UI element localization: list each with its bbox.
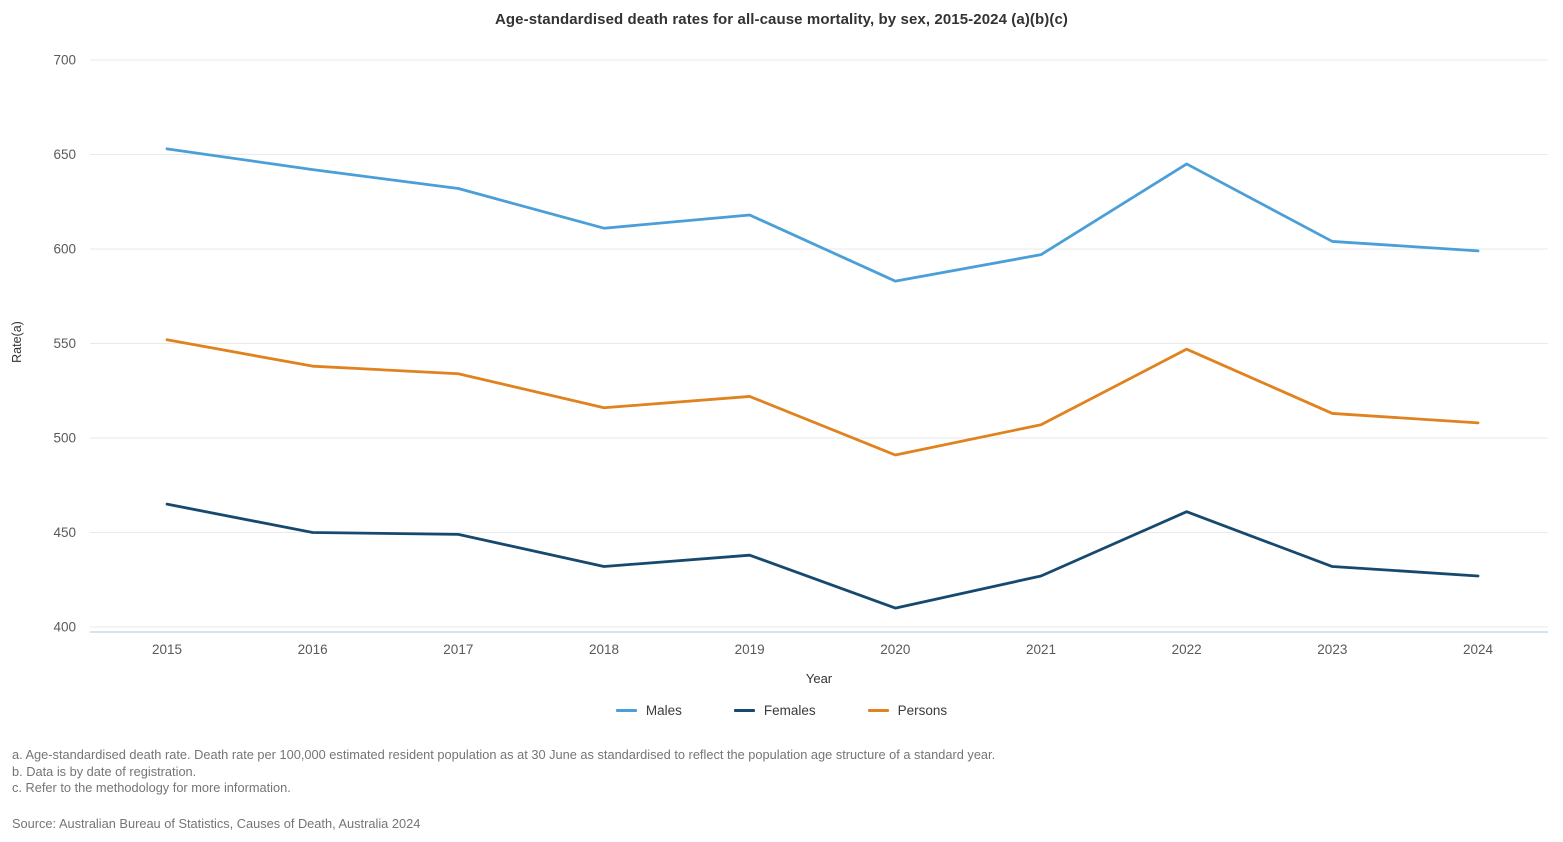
- legend: Males Females Persons: [0, 703, 1563, 718]
- x-tick-label: 2020: [880, 642, 910, 657]
- x-tick-label: 2018: [589, 642, 619, 657]
- footnote-c: c. Refer to the methodology for more inf…: [12, 780, 291, 796]
- y-tick-label: 550: [53, 336, 76, 351]
- y-tick-label: 400: [53, 620, 76, 635]
- y-tick-label: 650: [53, 147, 76, 162]
- footnote-a: a. Age-standardised death rate. Death ra…: [12, 747, 996, 762]
- footnote-b: b. Data is by date of registration.: [12, 763, 197, 779]
- legend-swatch-males: [615, 709, 637, 712]
- legend-item-females[interactable]: Females: [733, 703, 816, 718]
- footnotes: a. Age-standardised death rate. Death ra…: [12, 747, 1543, 797]
- series-line-males: [165, 147, 1480, 283]
- x-tick-label: 2016: [298, 642, 328, 657]
- x-tick-label: 2023: [1317, 642, 1347, 657]
- source-note: Source: Australian Bureau of Statistics,…: [12, 816, 421, 831]
- legend-item-persons[interactable]: Persons: [867, 703, 948, 718]
- x-tick-label: 2022: [1172, 642, 1202, 657]
- y-tick-label: 500: [53, 431, 76, 446]
- legend-item-males[interactable]: Males: [615, 703, 682, 718]
- x-tick-label: 2017: [443, 642, 473, 657]
- legend-swatch-persons: [867, 709, 889, 712]
- y-tick-label: 450: [53, 525, 76, 540]
- legend-label: Persons: [897, 703, 948, 718]
- chart-title: Age-standardised death rates for all-cau…: [494, 11, 1069, 28]
- x-tick-label: 2015: [152, 642, 182, 657]
- line-chart-plot: 400 450 500 550 600 650 700 2015 2016 2017 2018 201…: [53, 53, 1548, 657]
- x-tick-label: 2019: [735, 642, 765, 657]
- x-tick-label: 2024: [1463, 642, 1494, 657]
- x-axis-title: Year: [805, 671, 833, 686]
- series-line-persons: [165, 338, 1480, 457]
- y-tick-label: 700: [53, 53, 76, 68]
- series-line-females: [165, 502, 1480, 610]
- y-tick-label: 600: [53, 242, 76, 257]
- legend-label: Males: [645, 703, 682, 718]
- legend-swatch-females: [733, 709, 755, 712]
- x-tick-label: 2021: [1026, 642, 1056, 657]
- legend-label: Females: [763, 703, 816, 718]
